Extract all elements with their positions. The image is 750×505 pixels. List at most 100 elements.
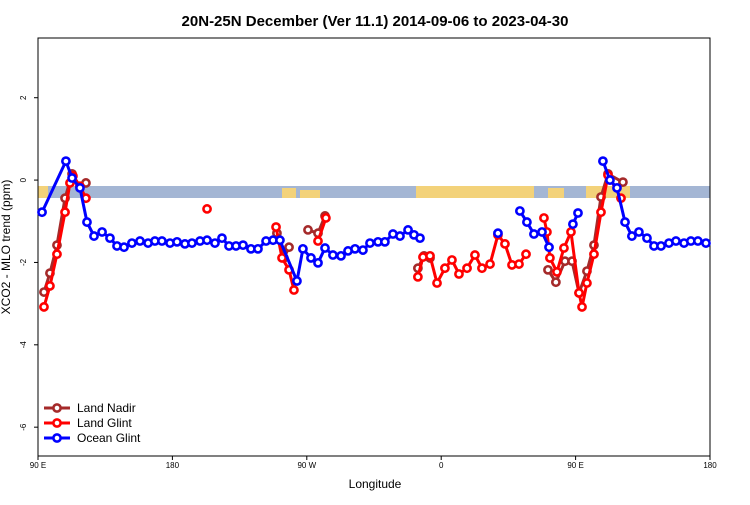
land-strip: [548, 188, 564, 198]
plot-frame: [37, 37, 711, 457]
y-tick-label: -6: [19, 423, 28, 431]
legend-marker: [52, 433, 62, 443]
data-point: [37, 207, 47, 218]
data-point: [336, 250, 346, 261]
data-point: [187, 238, 197, 248]
data-point: [462, 263, 472, 274]
data-point: [119, 242, 129, 253]
data-point: [568, 219, 578, 230]
data-point: [238, 240, 248, 251]
data-point: [277, 253, 287, 263]
legend-label: Land Glint: [77, 416, 132, 430]
data-point: [292, 276, 302, 286]
data-point: [328, 250, 338, 260]
data-point: [271, 222, 281, 232]
data-point: [210, 238, 220, 248]
data-point: [656, 241, 666, 251]
data-point: [642, 233, 652, 244]
land-strip: [38, 186, 48, 198]
land-strip: [282, 188, 296, 198]
data-point: [75, 183, 85, 193]
y-tick-label: 2: [19, 95, 28, 100]
data-point: [306, 253, 316, 263]
data-point: [529, 229, 539, 239]
data-point: [403, 225, 413, 235]
data-point: [550, 277, 561, 288]
data-point: [60, 207, 70, 218]
data-point: [566, 227, 576, 237]
data-point: [82, 217, 92, 227]
data-point: [321, 213, 331, 223]
data-point: [157, 236, 167, 246]
x-tick-label: 90 E: [567, 461, 583, 470]
data-point: [365, 238, 375, 248]
data-point: [514, 259, 524, 269]
data-point: [470, 250, 480, 260]
data-point: [493, 228, 503, 239]
series: [37, 156, 711, 287]
data-point: [559, 243, 569, 253]
data-point: [693, 236, 703, 246]
data-point: [39, 302, 49, 312]
data-point: [454, 269, 464, 279]
x-tick-label: 180: [703, 461, 717, 470]
data-point: [618, 177, 628, 188]
data-point: [217, 233, 227, 244]
land-strip: [416, 186, 534, 198]
data-point: [514, 206, 525, 216]
y-tick-label: 0: [19, 177, 28, 182]
data-point: [67, 173, 77, 183]
data-point: [313, 236, 323, 246]
data-point: [500, 239, 510, 249]
data-point: [589, 249, 599, 260]
data-point: [89, 231, 99, 241]
data-point: [574, 288, 584, 298]
legend-label: Ocean Glint: [77, 431, 141, 445]
data-point: [582, 278, 592, 288]
data-point: [573, 208, 583, 218]
data-point: [97, 227, 107, 237]
data-point: [620, 217, 630, 227]
legend-marker: [52, 403, 62, 413]
x-axis-label: Longitude: [349, 477, 402, 491]
data-point: [61, 156, 71, 167]
land-strip: [300, 190, 320, 198]
data-point: [477, 263, 487, 274]
data-point: [415, 233, 425, 244]
y-tick-label: -4: [19, 341, 28, 349]
data-point: [522, 217, 532, 227]
series-line: [42, 170, 623, 308]
data-point: [298, 243, 308, 254]
data-point: [380, 236, 390, 247]
data-point: [612, 183, 622, 193]
data-point: [447, 255, 457, 265]
data-point: [202, 204, 212, 214]
data-point: [45, 281, 55, 291]
data-point: [537, 227, 547, 237]
data-point: [303, 225, 313, 235]
legend-marker: [52, 418, 62, 428]
data-point: [552, 267, 562, 277]
data-point: [543, 264, 553, 275]
x-tick-label: 90 E: [30, 461, 46, 470]
y-axis-label: XCO2 - MLO trend (ppm): [0, 180, 13, 315]
x-tick-label: 0: [439, 461, 444, 470]
data-point: [105, 233, 115, 244]
data-point: [626, 231, 637, 241]
y-tick-label: -2: [19, 258, 28, 266]
data-point: [605, 175, 615, 185]
data-point: [539, 213, 549, 223]
data-point: [577, 302, 587, 312]
data-point: [544, 242, 554, 253]
data-point: [253, 243, 263, 254]
data-point: [598, 156, 608, 167]
chart-title: 20N-25N December (Ver 11.1) 2014-09-06 t…: [182, 13, 569, 30]
data-point: [135, 236, 145, 246]
data-point: [320, 243, 330, 253]
ocean-strip: [38, 186, 710, 198]
data-point: [275, 235, 285, 246]
data-point: [521, 249, 531, 260]
data-point: [432, 278, 442, 288]
data-point: [413, 271, 423, 282]
